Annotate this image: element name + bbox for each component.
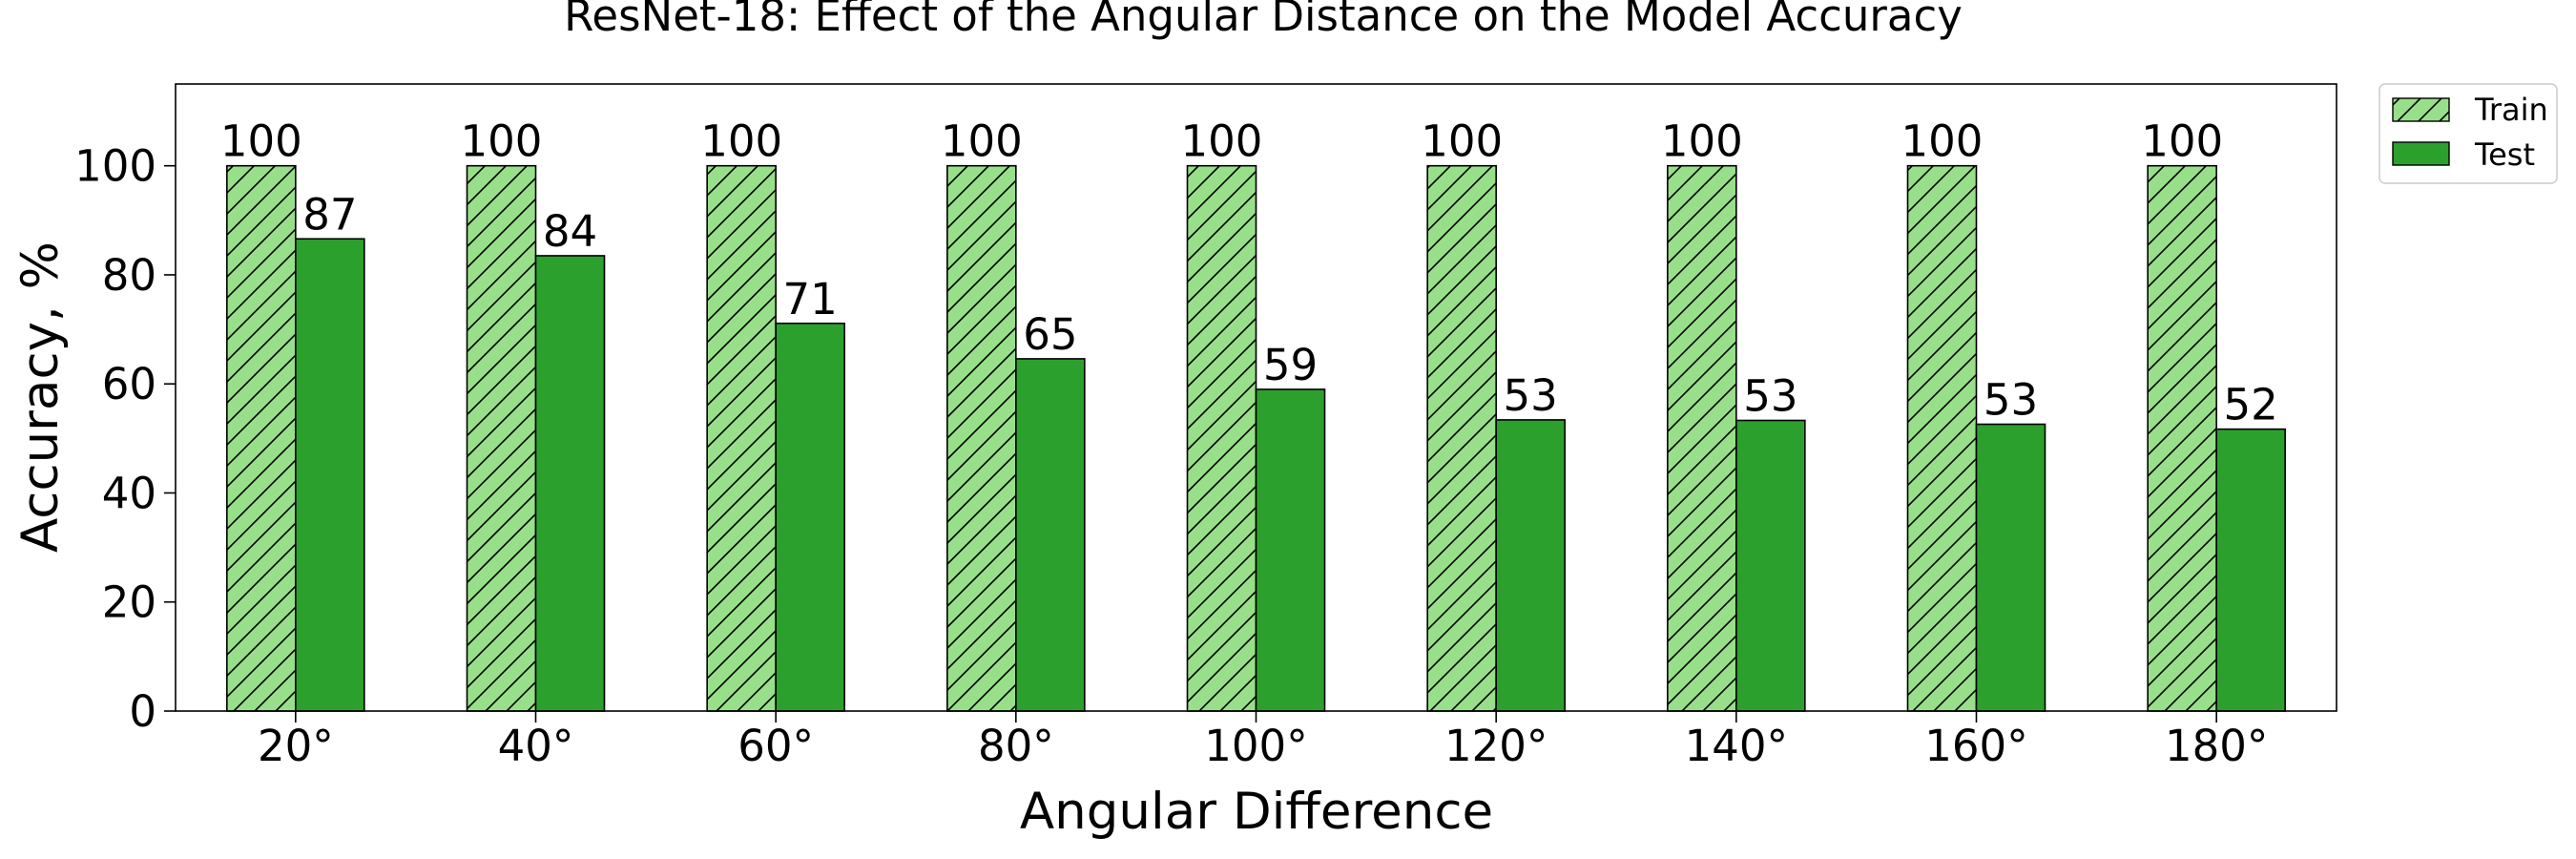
x-axis-label: Angular Difference [1020,783,1493,841]
bar-test [1255,388,1326,712]
x-tick-label: 180° [2165,721,2268,771]
value-label-train: 100 [700,116,782,167]
value-label-test: 53 [1743,370,1797,421]
bar-test [1975,423,2046,712]
y-tick-label: 40 [102,468,156,518]
x-tick-label: 120° [1444,721,1548,771]
x-tick-label: 20° [258,721,334,771]
legend-swatch-train-hatch [2393,98,2449,121]
y-tick-label: 100 [74,141,156,192]
bar-test [1735,419,1806,712]
bar-train-hatch [1427,165,1497,711]
y-axis-label: Accuracy, % [11,241,70,553]
value-label-test: 87 [302,189,357,240]
legend-label-test: Test [2474,136,2535,173]
value-label-test: 52 [2224,380,2278,430]
value-label-train: 100 [1901,116,1984,167]
x-tick-label: 140° [1685,721,1788,771]
bar-train-hatch [707,165,777,711]
value-label-train: 100 [1661,116,1743,167]
value-label-train: 100 [941,116,1023,167]
value-label-test: 65 [1023,309,1077,360]
value-label-train: 100 [1421,116,1503,167]
x-tick-label: 60° [737,721,814,771]
legend-swatch-test [2392,141,2450,166]
bar-train-hatch [1667,165,1736,711]
legend-label-train: Train [2474,92,2548,128]
legend: Train Test [2379,83,2558,184]
x-tick-label: 160° [1924,721,2027,771]
bar-test [2215,428,2286,712]
y-tick-label: 0 [129,686,156,737]
bar-train-hatch [467,165,536,711]
bar-train-hatch [946,165,1016,711]
y-tick-label: 20 [102,577,156,628]
value-label-train: 100 [461,116,543,167]
plot-frame [175,83,2337,712]
value-label-train: 100 [220,116,302,167]
x-tick-label: 40° [498,721,574,771]
x-axis: 20° 40° 60° 80° 100° 120° 140° 160° 180° [258,711,2268,771]
x-tick-label: 100° [1204,721,1307,771]
chart-title: ResNet-18: Effect of the Angular Distanc… [564,0,1963,41]
bar-test [534,255,606,712]
bar-train-hatch [226,165,296,711]
value-label-train: 100 [1181,116,1263,167]
bar-test [295,238,365,712]
value-label-test: 53 [1504,370,1558,421]
y-tick-label: 80 [102,250,156,301]
bars-group [226,164,2286,712]
value-label-test: 84 [543,206,597,257]
value-label-test: 59 [1263,340,1318,390]
x-tick-label: 80° [978,721,1054,771]
y-tick-label: 60 [102,359,156,409]
bar-train-hatch [2148,165,2217,711]
value-label-test: 53 [1984,374,2038,425]
y-axis: 0 20 40 60 80 100 [74,141,176,737]
value-label-test: 71 [783,274,838,325]
bar-train-hatch [1187,165,1257,711]
bar-train-hatch [1907,165,1977,711]
bar-test [775,323,845,712]
bar-test [1015,358,1086,712]
bar-test [1495,419,1566,712]
value-labels-group: 1008710084100711006510059100531005310053… [220,116,2278,430]
value-label-train: 100 [2141,116,2223,167]
